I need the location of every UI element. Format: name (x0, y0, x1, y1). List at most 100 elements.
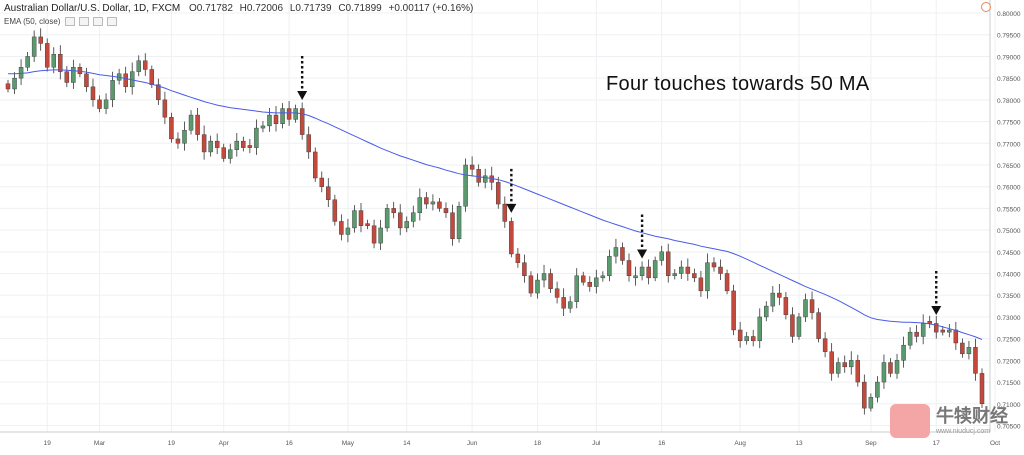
candle-down (809, 299, 815, 313)
candle-down (666, 251, 671, 276)
candle-down (443, 208, 449, 213)
candle-down (587, 282, 593, 287)
candle-down (143, 60, 148, 70)
close-icon[interactable] (93, 17, 104, 27)
candle-up (881, 362, 887, 383)
candle-down (149, 69, 155, 85)
candle-up (404, 221, 409, 229)
candle-up (613, 247, 619, 257)
eye-icon[interactable] (64, 17, 75, 27)
chart-settings-icon[interactable] (981, 2, 991, 12)
y-tick-label: 0.80000 (997, 11, 1021, 18)
candle-down (561, 297, 566, 309)
candle-up (567, 301, 573, 309)
candle-down (273, 114, 279, 124)
candle-up (254, 127, 259, 148)
candle-down (371, 225, 377, 244)
x-tick-label: 16 (285, 440, 293, 447)
candle-up (770, 292, 776, 307)
candle-up (31, 36, 37, 57)
candle-up (947, 329, 952, 333)
candle-up (110, 80, 115, 101)
candle-up (267, 114, 272, 127)
candle-down (44, 43, 50, 68)
more-icon[interactable] (107, 17, 118, 27)
candle-down (698, 277, 704, 292)
candle-up (51, 54, 56, 68)
touch-arrow-head (297, 91, 308, 101)
settings-icon[interactable] (78, 17, 89, 27)
candle-down (326, 186, 331, 200)
candle-down (64, 71, 70, 83)
candle-down (469, 164, 475, 170)
candle-up (103, 99, 109, 109)
candle-up (594, 277, 599, 287)
x-tick-label: May (342, 440, 355, 447)
y-tick-label: 0.72000 (997, 358, 1021, 365)
candle-up (345, 227, 351, 235)
x-tick-label: Mar (94, 440, 106, 447)
candle-down (397, 212, 403, 229)
candle-down (195, 114, 200, 135)
x-tick-label: 17 (933, 440, 941, 447)
candle-up (482, 175, 488, 183)
candle-up (411, 212, 416, 222)
chart-header: Australian Dollar/U.S. Dollar, 1D, FXCM … (4, 3, 477, 14)
candle-down (247, 145, 253, 148)
candle-up (378, 227, 383, 244)
x-tick-label: 13 (795, 440, 803, 447)
candle-up (456, 206, 462, 239)
y-tick-label: 0.72500 (997, 337, 1021, 344)
candle-down (554, 288, 560, 298)
x-tick-label: 16 (658, 440, 666, 447)
candle-down (175, 138, 181, 144)
candle-down (979, 373, 985, 404)
change-value: +0.00117 (+0.16%) (388, 3, 474, 14)
candle-up (705, 262, 710, 292)
candle-up (652, 260, 658, 279)
candle-down (914, 331, 919, 337)
candle-down (940, 329, 946, 333)
candle-down (515, 253, 521, 263)
candle-down (626, 260, 632, 276)
candle-up (182, 130, 187, 144)
candle-down (581, 275, 586, 283)
y-tick-label: 0.71000 (997, 402, 1021, 409)
candle-up (894, 360, 900, 374)
candle-up (384, 208, 390, 229)
candle-down (169, 117, 174, 140)
y-tick-label: 0.78000 (997, 98, 1021, 105)
candle-up (430, 201, 436, 205)
candle-down (77, 67, 83, 75)
candle-up (868, 397, 874, 409)
candle-up (18, 67, 24, 79)
candle-down (790, 314, 795, 337)
y-tick-label: 0.73000 (997, 315, 1021, 322)
candle-up (188, 114, 194, 131)
candle-down (528, 275, 534, 294)
candle-up (25, 56, 30, 68)
candle-down (522, 262, 527, 276)
candle-down (855, 360, 861, 383)
candle-up (920, 323, 926, 337)
candle-down (927, 321, 932, 324)
x-tick-label: 19 (44, 440, 52, 447)
open-value: O0.71782 (188, 3, 233, 14)
y-tick-label: 0.79500 (997, 33, 1021, 40)
y-tick-label: 0.75500 (997, 206, 1021, 213)
candle-up (679, 266, 684, 274)
candle-up (764, 305, 769, 318)
x-tick-label: 19 (168, 440, 176, 447)
x-tick-label: Aug (734, 440, 746, 447)
y-tick-label: 0.74500 (997, 250, 1021, 257)
x-tick-label: Oct (990, 440, 1000, 447)
candle-up (901, 344, 906, 361)
candle-up (639, 266, 645, 276)
candle-down (313, 151, 318, 179)
low-value: L0.71739 (289, 3, 332, 14)
y-tick-label: 0.76000 (997, 185, 1021, 192)
annotation-text: Four touches towards 50 MA (606, 73, 870, 95)
candle-down (646, 266, 651, 279)
candle-up (228, 149, 233, 159)
